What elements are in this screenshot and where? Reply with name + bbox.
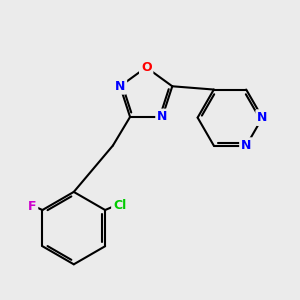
- Text: N: N: [115, 80, 125, 93]
- Text: N: N: [241, 139, 251, 152]
- Text: Cl: Cl: [113, 199, 126, 212]
- Text: F: F: [28, 200, 36, 213]
- Text: N: N: [257, 111, 268, 124]
- Text: N: N: [157, 110, 167, 123]
- Text: O: O: [141, 61, 152, 74]
